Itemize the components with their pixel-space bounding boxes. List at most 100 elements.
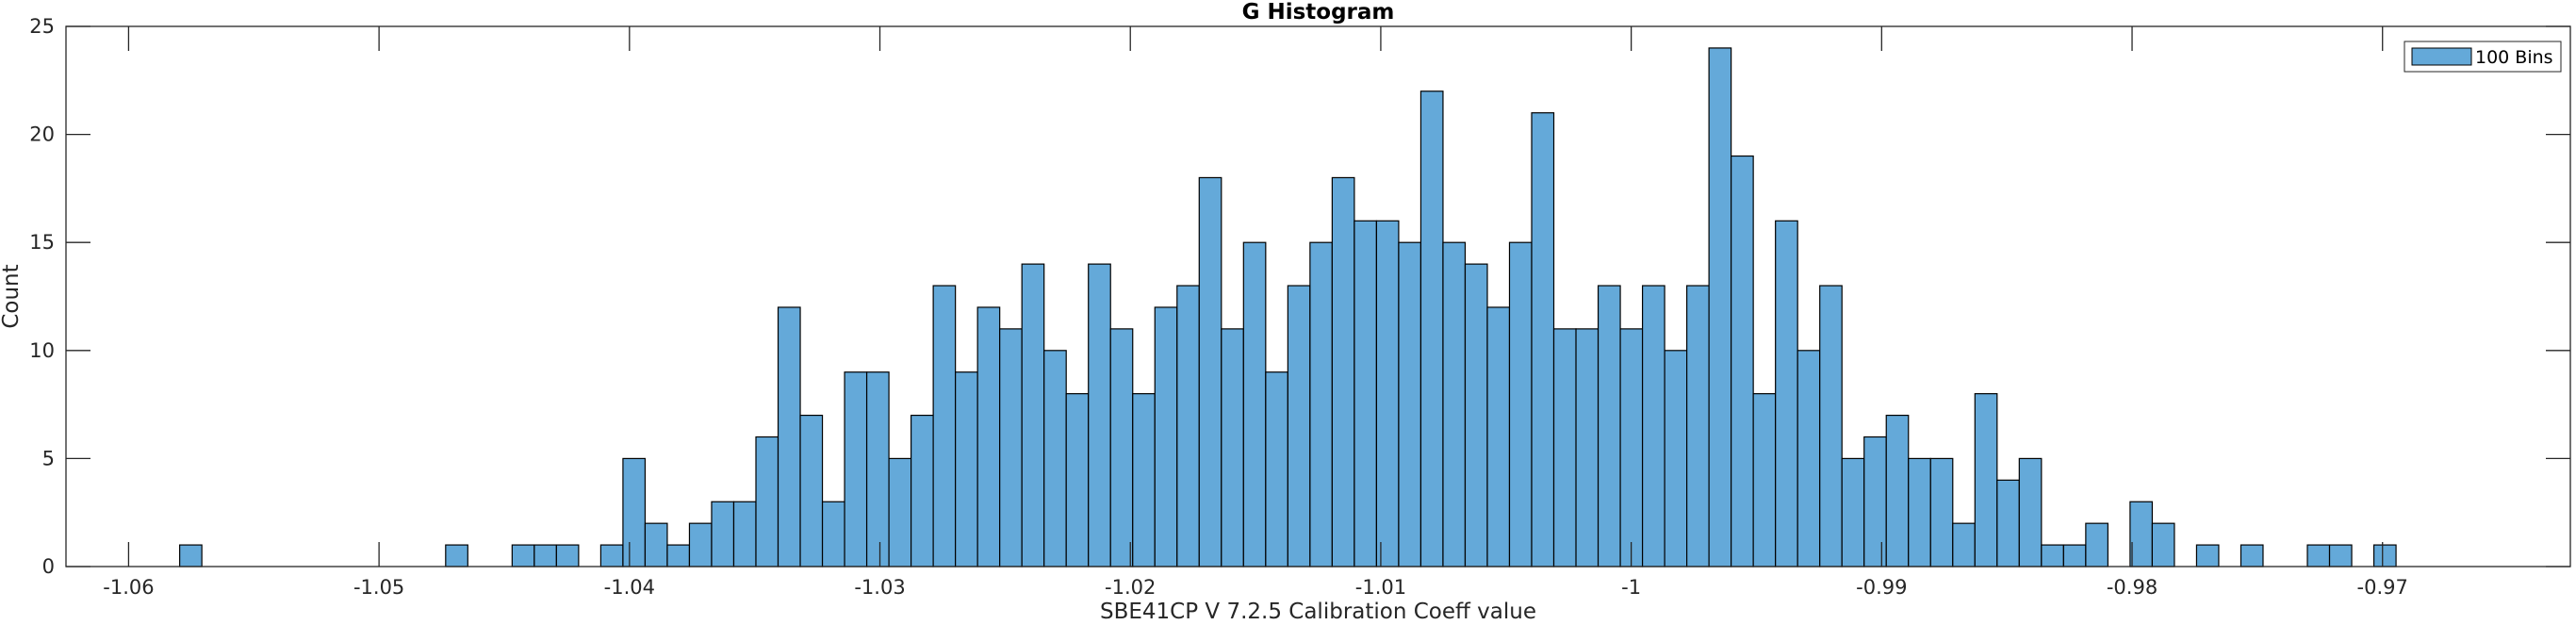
histogram-bar bbox=[1176, 285, 1200, 567]
histogram-bar bbox=[1419, 90, 1444, 567]
histogram-bar bbox=[644, 522, 668, 567]
histogram-bar bbox=[1309, 241, 1333, 567]
histogram-bar bbox=[1331, 176, 1355, 567]
x-tick-label: -0.98 bbox=[2107, 576, 2158, 599]
histogram-bar bbox=[1242, 241, 1267, 567]
legend-entry-label: 100 Bins bbox=[2475, 47, 2553, 68]
legend-swatch bbox=[2411, 47, 2472, 66]
x-axis-label: SBE41CP V 7.2.5 Calibration Coeff value bbox=[1100, 600, 1536, 624]
histogram-bar bbox=[445, 544, 468, 567]
histogram-bar bbox=[821, 501, 845, 567]
histogram-bar bbox=[533, 544, 557, 567]
histogram-bar bbox=[622, 457, 647, 567]
histogram-bar bbox=[711, 501, 735, 567]
histogram-bar bbox=[1442, 241, 1467, 567]
histogram-bar bbox=[1708, 47, 1732, 567]
histogram-bar bbox=[2151, 522, 2175, 567]
histogram-bar bbox=[1132, 393, 1156, 567]
histogram-bar bbox=[1508, 241, 1533, 567]
histogram-bar bbox=[955, 371, 978, 567]
y-tick-label: 10 bbox=[29, 339, 55, 362]
histogram-bar bbox=[1863, 436, 1887, 567]
histogram-bar bbox=[1996, 479, 2020, 567]
chart-title: G Histogram bbox=[1242, 0, 1395, 25]
histogram-bar bbox=[2041, 544, 2064, 567]
histogram-bar bbox=[999, 328, 1023, 567]
histogram-bar bbox=[688, 522, 713, 567]
histogram-bar bbox=[179, 544, 203, 567]
histogram-bar bbox=[1885, 414, 1910, 567]
y-tick-label: 20 bbox=[29, 123, 55, 146]
histogram-bar bbox=[1287, 285, 1311, 567]
histogram-bar bbox=[1088, 263, 1111, 567]
histogram-bar bbox=[2240, 544, 2264, 567]
histogram-bar bbox=[1575, 328, 1600, 567]
x-tick-label: -1 bbox=[1621, 576, 1641, 599]
histogram-bar bbox=[1664, 350, 1688, 567]
histogram-bar bbox=[511, 544, 535, 567]
histogram-bar bbox=[1686, 285, 1710, 567]
histogram-bar bbox=[1797, 350, 1821, 567]
histogram-bar bbox=[666, 544, 691, 567]
histogram-bar bbox=[910, 414, 934, 567]
histogram-bar bbox=[1198, 176, 1222, 567]
histogram-bar bbox=[1929, 457, 1954, 567]
histogram-bar bbox=[1375, 220, 1400, 567]
x-tick-label: -1.04 bbox=[604, 576, 655, 599]
histogram-bar bbox=[1354, 220, 1378, 567]
histogram-bar bbox=[1952, 522, 1976, 567]
histogram-bar bbox=[2062, 544, 2087, 567]
histogram-bar bbox=[1552, 328, 1577, 567]
histogram-bar bbox=[1021, 263, 1045, 567]
histogram-bar bbox=[1154, 306, 1178, 567]
x-tick-labels: -1.06 -1.05 -1.04 -1.03 -1.02 -1.01 -1 -0.99 -0.… bbox=[103, 576, 2408, 599]
histogram-bar bbox=[1775, 220, 1798, 567]
histogram-bar bbox=[1819, 285, 1843, 567]
histogram-bar bbox=[1597, 285, 1621, 567]
histogram-bar bbox=[1908, 457, 1931, 567]
histogram-bar bbox=[1109, 328, 1134, 567]
histogram-bar bbox=[1398, 241, 1422, 567]
histogram-bar bbox=[799, 414, 824, 567]
histogram-bar bbox=[1619, 328, 1644, 567]
histogram-bar bbox=[1974, 393, 1998, 567]
histogram-bar bbox=[976, 306, 1001, 567]
histogram-bar bbox=[1752, 393, 1777, 567]
histogram-bar bbox=[1841, 457, 1865, 567]
y-tick-label: 0 bbox=[42, 555, 55, 578]
histogram-bar bbox=[932, 285, 957, 567]
x-tick-label: -1.02 bbox=[1105, 576, 1156, 599]
x-tick-label: -1.01 bbox=[1355, 576, 1406, 599]
y-tick-label: 25 bbox=[29, 15, 55, 38]
y-tick-label: 15 bbox=[29, 231, 55, 254]
histogram-bar bbox=[2372, 544, 2397, 567]
histogram-bar bbox=[2085, 522, 2108, 567]
histogram-bar bbox=[1531, 112, 1555, 567]
histogram-bar bbox=[2195, 544, 2220, 567]
axes-box bbox=[65, 25, 2571, 567]
y-tick-labels: 0 5 10 15 20 25 bbox=[29, 15, 55, 578]
histogram-bar bbox=[1464, 263, 1488, 567]
histogram-bar bbox=[1043, 350, 1067, 567]
histogram-bar bbox=[2018, 457, 2043, 567]
x-tick-label: -0.99 bbox=[1856, 576, 1907, 599]
y-axis-label: Count bbox=[0, 264, 24, 328]
x-tick-label: -0.97 bbox=[2357, 576, 2408, 599]
x-tick-label: -1.06 bbox=[103, 576, 154, 599]
histogram-bar bbox=[755, 436, 779, 567]
x-tick-label: -1.05 bbox=[353, 576, 404, 599]
histogram-bar bbox=[888, 457, 912, 567]
histogram-bar bbox=[599, 544, 624, 567]
axis-ticks bbox=[66, 25, 2570, 567]
histogram-bar bbox=[1221, 328, 1244, 567]
histogram-bar bbox=[2328, 544, 2353, 567]
histogram-bar bbox=[865, 371, 890, 567]
x-tick-label: -1.03 bbox=[854, 576, 905, 599]
y-tick-label: 5 bbox=[42, 447, 55, 469]
legend: 100 Bins bbox=[2404, 41, 2562, 73]
histogram-bar bbox=[1731, 155, 1754, 567]
histogram-bar bbox=[1486, 306, 1511, 567]
histogram-bar bbox=[555, 544, 580, 567]
histogram-bar bbox=[2306, 544, 2331, 567]
